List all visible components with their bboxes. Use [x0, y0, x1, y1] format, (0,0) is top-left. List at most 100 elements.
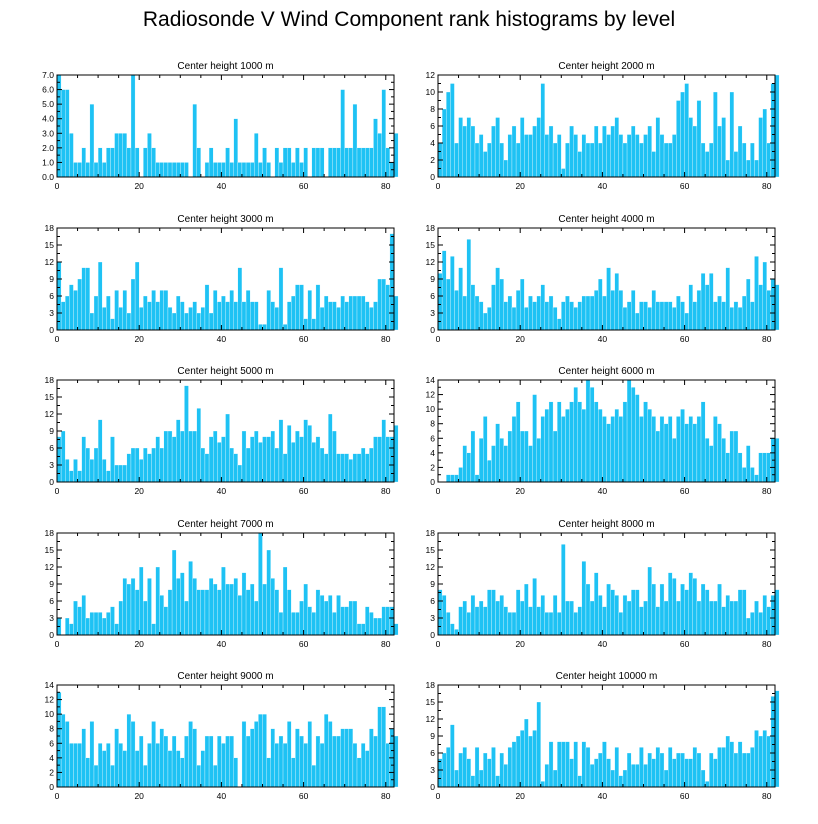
histogram-bar	[704, 284, 710, 331]
y-tick-label: 8	[49, 724, 54, 734]
histogram-bar	[499, 438, 504, 483]
histogram-bar	[295, 612, 300, 636]
histogram-bar	[213, 583, 218, 636]
histogram-bar	[507, 295, 513, 331]
histogram-bar	[713, 91, 718, 178]
histogram-bar	[77, 743, 82, 788]
histogram-bar	[233, 301, 238, 331]
histogram-bar	[643, 600, 648, 636]
histogram-bar	[274, 307, 280, 331]
histogram-bar	[360, 623, 366, 636]
histogram-bar	[328, 413, 333, 483]
histogram-bar	[250, 162, 255, 178]
y-tick-label: 0	[430, 782, 435, 792]
histogram-bar	[389, 606, 395, 636]
histogram-bar	[618, 612, 624, 636]
histogram-bar	[491, 747, 496, 788]
histogram-bar	[114, 133, 119, 178]
histogram-bar	[176, 578, 181, 636]
histogram-bar	[507, 430, 513, 483]
histogram-bar	[754, 474, 759, 483]
histogram-bar	[151, 147, 156, 178]
histogram-bar	[495, 423, 500, 483]
histogram-bar	[303, 147, 308, 178]
histogram-bar	[762, 261, 767, 331]
histogram-bar	[229, 447, 234, 483]
histogram-bar	[319, 595, 325, 636]
histogram-bar	[356, 757, 362, 788]
histogram-bar	[159, 595, 165, 636]
histogram-bar	[196, 147, 201, 178]
histogram-bar	[360, 447, 366, 483]
histogram-bar	[552, 142, 558, 178]
histogram-bar	[532, 394, 537, 483]
histogram-bar	[155, 566, 160, 636]
histogram-bar	[332, 301, 337, 331]
histogram-bar	[319, 447, 325, 483]
histogram-bar	[618, 775, 624, 788]
histogram-bar	[237, 267, 243, 331]
histogram-bar	[134, 147, 140, 178]
x-tick-label: 40	[217, 639, 227, 649]
histogram-bar	[573, 307, 578, 331]
histogram-bar	[319, 307, 325, 331]
histogram-bar	[155, 301, 160, 331]
histogram-bar	[286, 589, 292, 636]
histogram-bar	[610, 769, 615, 788]
histogram-bar	[474, 747, 480, 788]
histogram-bar	[589, 764, 595, 788]
histogram-bar	[754, 730, 759, 788]
panel-10: Center height 10000 m 0 20 40 60 80 0 3 6 9 12 15 18	[426, 671, 780, 801]
histogram-bar	[754, 600, 759, 636]
x-tick-label: 80	[762, 486, 772, 496]
histogram-bar	[515, 401, 521, 483]
histogram-bar	[258, 324, 263, 331]
histogram-bar	[311, 147, 317, 178]
panel-4: Center height 4000 m 0 20 40 60 80 0 3 6 9 12 15 18	[426, 214, 780, 344]
histogram-bar	[466, 452, 472, 483]
histogram-bar	[328, 595, 333, 636]
histogram-bar	[102, 459, 107, 483]
histogram-bar	[548, 741, 554, 788]
x-tick-label: 80	[381, 334, 391, 344]
histogram-bar	[360, 295, 366, 331]
x-tick-label: 40	[217, 791, 227, 801]
histogram-bar	[340, 606, 345, 636]
y-tick-label: 4.0	[42, 114, 54, 124]
histogram-bar	[307, 290, 312, 331]
histogram-bar	[344, 453, 349, 483]
histogram-bar	[270, 430, 275, 483]
histogram-bar	[114, 728, 119, 788]
histogram-bar	[598, 752, 603, 788]
x-tick-label: 40	[598, 334, 608, 344]
histogram-bar	[544, 301, 550, 331]
histogram-bar	[373, 436, 378, 483]
histogram-bar	[696, 100, 702, 178]
histogram-bar	[65, 459, 70, 483]
histogram-bar	[241, 721, 247, 788]
histogram-bar	[635, 589, 640, 636]
histogram-bar	[106, 295, 111, 331]
histogram-bar	[352, 743, 358, 788]
histogram-bar	[245, 162, 251, 178]
histogram-bar	[626, 752, 632, 788]
histogram-bar	[470, 284, 476, 331]
x-tick-label: 40	[217, 334, 227, 344]
histogram-bar	[717, 295, 722, 331]
histogram-bar	[348, 600, 354, 636]
histogram-bar	[217, 301, 222, 331]
histogram-bar	[565, 741, 570, 788]
histogram-bar	[762, 595, 767, 636]
histogram-bar	[122, 578, 128, 636]
histogram-bar	[291, 295, 296, 331]
histogram-bar	[651, 151, 656, 178]
histogram-bar	[499, 595, 504, 636]
x-tick-label: 80	[762, 639, 772, 649]
histogram-bar	[233, 118, 238, 178]
histogram-bar	[569, 125, 574, 178]
histogram-bar	[639, 606, 644, 636]
x-tick-label: 0	[436, 181, 441, 191]
y-tick-label: 2	[430, 462, 435, 472]
histogram-bar	[733, 600, 739, 636]
histogram-bar	[377, 278, 382, 331]
